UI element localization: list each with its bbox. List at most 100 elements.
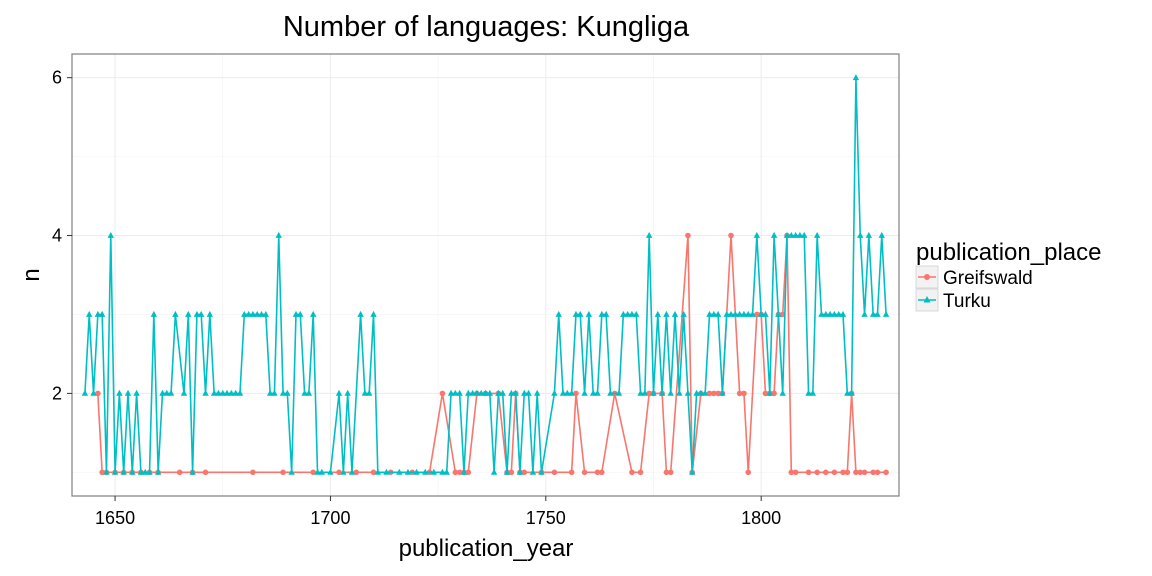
data-point [129, 468, 136, 475]
data-point [439, 468, 446, 475]
x-axis: 1650 1700 1750 1800 [95, 496, 781, 528]
data-point [852, 74, 860, 81]
data-point [99, 469, 105, 476]
data-point [839, 310, 847, 317]
data-point [404, 468, 412, 475]
data-point [788, 469, 795, 476]
data-point [573, 390, 579, 397]
data-point [159, 389, 166, 396]
legend-item-turku: Turku [915, 288, 991, 312]
plot-panel [71, 53, 900, 497]
data-point [189, 468, 196, 475]
data-point [456, 469, 463, 476]
data-point [297, 310, 304, 317]
data-point [185, 310, 192, 317]
data-point [219, 389, 226, 396]
data-point [396, 468, 403, 475]
data-point [241, 310, 248, 317]
data-point [857, 469, 864, 476]
data-point [568, 469, 575, 476]
data-point [374, 468, 382, 475]
data-point [81, 389, 89, 396]
data-point [671, 310, 679, 317]
y-tick-label: 6 [52, 68, 62, 88]
legend-title: publication_place [916, 239, 1101, 266]
data-point [680, 310, 687, 317]
data-point [878, 231, 885, 238]
data-point [736, 310, 743, 317]
data-point [95, 390, 101, 397]
data-point [801, 231, 808, 238]
data-point [137, 468, 145, 475]
data-point [715, 390, 721, 397]
data-point [697, 389, 705, 396]
data-point [521, 389, 528, 396]
data-point [443, 468, 450, 475]
data-point [572, 310, 580, 317]
data-point [275, 231, 282, 238]
data-point [736, 390, 743, 397]
data-point [594, 469, 601, 476]
data-point [262, 310, 270, 317]
data-point [533, 389, 541, 396]
data-point [551, 389, 558, 396]
data-point [883, 469, 889, 476]
data-point [86, 310, 93, 317]
data-point [254, 310, 261, 317]
data-point [232, 389, 239, 396]
data-point [223, 389, 231, 396]
data-point [180, 389, 188, 396]
data-point [585, 310, 593, 317]
data-point [271, 389, 278, 396]
data-point [663, 310, 670, 317]
data-point [521, 469, 528, 476]
data-point [245, 310, 252, 317]
data-point [620, 310, 627, 317]
data-point [353, 469, 360, 476]
data-point [796, 231, 804, 238]
data-point [495, 389, 502, 396]
x-tick-label: 1800 [741, 508, 781, 528]
data-point [167, 389, 175, 396]
x-tick-label: 1700 [310, 508, 350, 528]
data-point [559, 389, 567, 396]
data-point [266, 389, 274, 396]
data-point [512, 389, 519, 396]
data-point [383, 468, 390, 475]
data-point [788, 231, 795, 238]
data-point [818, 310, 825, 317]
plot-background [72, 54, 899, 496]
data-point [645, 231, 653, 238]
data-point [745, 469, 752, 476]
data-point [792, 231, 799, 238]
data-point [633, 310, 640, 317]
data-point [779, 389, 786, 396]
data-point [581, 469, 588, 476]
data-point [172, 310, 179, 317]
data-point [874, 310, 881, 317]
data-point [628, 310, 636, 317]
data-point [844, 469, 851, 476]
data-point [762, 390, 769, 397]
y-tick-label: 2 [52, 383, 62, 403]
data-point [370, 469, 377, 476]
data-point [210, 389, 218, 396]
data-point [684, 389, 692, 396]
data-point [766, 389, 773, 396]
data-point [629, 469, 635, 476]
data-point [814, 469, 820, 476]
data-point [658, 389, 666, 396]
data-point [706, 390, 713, 397]
data-point [654, 310, 661, 317]
data-point [430, 468, 438, 475]
data-point [757, 310, 765, 317]
data-point [357, 310, 364, 317]
x-tick-label: 1750 [526, 508, 566, 528]
data-point [154, 468, 162, 475]
data-point [762, 310, 769, 317]
y-tick-label: 4 [52, 226, 62, 246]
data-point [831, 310, 838, 317]
data-point [456, 389, 463, 396]
data-point [740, 310, 748, 317]
data-point [508, 389, 515, 396]
